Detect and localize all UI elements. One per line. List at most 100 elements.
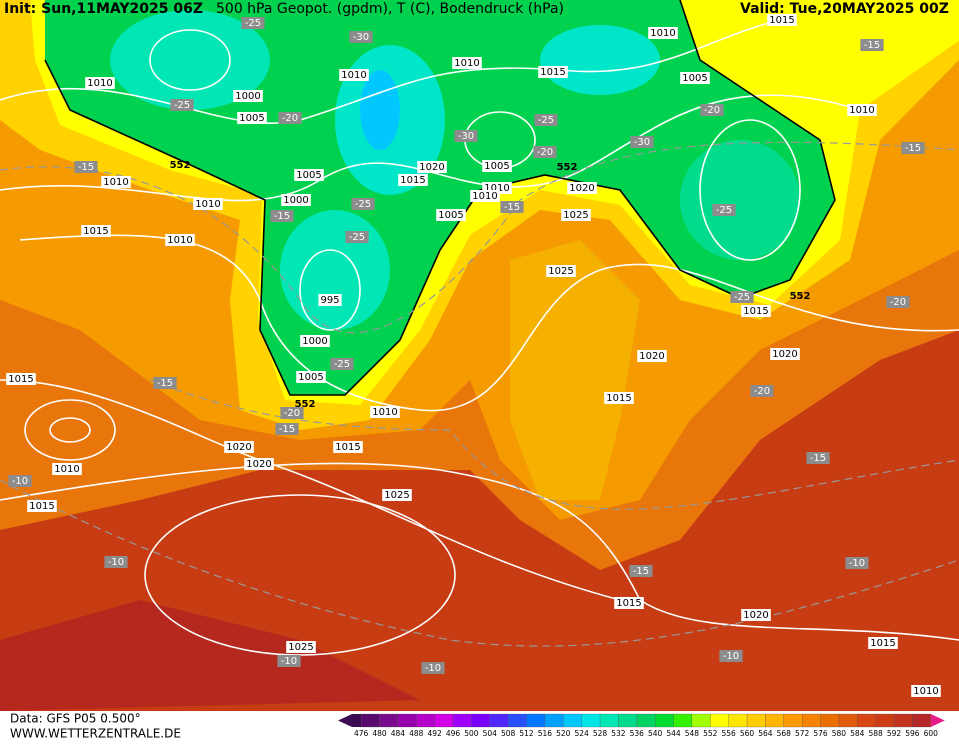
isobar-label-box bbox=[482, 160, 512, 172]
isobar-label: 1010 bbox=[484, 183, 509, 194]
legend-label: 572 bbox=[795, 729, 810, 738]
isobar-label: 1000 bbox=[302, 336, 327, 347]
legend-swatch bbox=[746, 713, 766, 728]
temperature-label: -10 bbox=[281, 656, 297, 667]
temperature-label-box bbox=[901, 142, 925, 154]
isobar-label-box bbox=[382, 489, 412, 501]
legend-swatch bbox=[618, 713, 637, 728]
legend-swatch bbox=[802, 713, 821, 728]
isobar-label-box bbox=[286, 641, 316, 653]
height-label: 552 bbox=[790, 291, 811, 302]
isobar-label: 1015 bbox=[335, 442, 360, 453]
isobar-label-box bbox=[296, 371, 326, 383]
isobar-label-box bbox=[101, 176, 131, 188]
temperature-label-box bbox=[712, 204, 736, 216]
legend-swatch bbox=[489, 713, 509, 728]
cold-core bbox=[360, 70, 400, 150]
temperature-label-box bbox=[270, 210, 294, 222]
legend-label: 492 bbox=[428, 729, 443, 738]
temperature-label: -25 bbox=[716, 205, 732, 216]
legend-label: 560 bbox=[740, 729, 755, 738]
isobar-label-box bbox=[6, 373, 36, 385]
isobar-label: 995 bbox=[320, 295, 339, 306]
temperature-label-box bbox=[275, 423, 299, 435]
temperature-label: -30 bbox=[634, 137, 650, 148]
isobar-label: 1010 bbox=[650, 28, 675, 39]
isobar-label: 1015 bbox=[606, 393, 631, 404]
temperature-label: -10 bbox=[108, 557, 124, 568]
temperature-label: -20 bbox=[282, 113, 298, 124]
isobar bbox=[0, 462, 959, 641]
isobar-label: 1005 bbox=[682, 73, 707, 84]
temperature-label-box bbox=[533, 146, 557, 158]
isobar-label-box bbox=[52, 463, 82, 475]
temperature-label-box bbox=[629, 565, 653, 577]
temperature-label-box bbox=[278, 112, 302, 124]
legend-swatch bbox=[379, 713, 399, 728]
legend-arrow bbox=[338, 714, 352, 727]
legend-swatch bbox=[416, 713, 435, 728]
temperature-label: -15 bbox=[78, 162, 94, 173]
isobar-label-box bbox=[567, 182, 597, 194]
temperature-label: -15 bbox=[504, 202, 520, 213]
temperature-label-box bbox=[351, 198, 375, 210]
isobar-label-box bbox=[770, 348, 800, 360]
isobar-label: 1010 bbox=[54, 464, 79, 475]
isobar-label-box bbox=[546, 265, 576, 277]
legend-label: 480 bbox=[372, 729, 387, 738]
legend-swatch bbox=[471, 713, 490, 728]
isobar-label: 1020 bbox=[569, 183, 594, 194]
legend-swatch bbox=[857, 713, 876, 728]
isobar-label: 1005 bbox=[484, 161, 509, 172]
legend-label: 528 bbox=[593, 729, 608, 738]
temperature-label-box bbox=[8, 475, 32, 487]
isobar-label-box bbox=[868, 637, 898, 649]
isobar-label: 1020 bbox=[226, 442, 251, 453]
isobar-label: 1015 bbox=[29, 501, 54, 512]
legend-label: 488 bbox=[409, 729, 424, 738]
height-label: 552 bbox=[557, 162, 578, 173]
isobar-label: 1015 bbox=[540, 67, 565, 78]
isobar-label-box bbox=[614, 597, 644, 609]
isobar-label: 1025 bbox=[384, 490, 409, 501]
temperature-label: -15 bbox=[274, 211, 290, 222]
isobar-label-box bbox=[680, 72, 710, 84]
temperature-label: -25 bbox=[334, 359, 350, 370]
temperature-label: -15 bbox=[279, 424, 295, 435]
temperature-label: -25 bbox=[174, 100, 190, 111]
temperature-label: -10 bbox=[425, 663, 441, 674]
temperature-label: -25 bbox=[349, 232, 365, 243]
isobar-label-box bbox=[300, 335, 330, 347]
isobar-label-box bbox=[224, 441, 254, 453]
isobar-label-box bbox=[470, 190, 500, 202]
isobar-label: 1025 bbox=[288, 642, 313, 653]
isobar-label: 1015 bbox=[616, 598, 641, 609]
isobar-label: 1010 bbox=[341, 70, 366, 81]
isobar-label: 1000 bbox=[283, 195, 308, 206]
isobar-label-box bbox=[637, 350, 667, 362]
height-label: 552 bbox=[170, 160, 191, 171]
isobar-label-box bbox=[436, 209, 466, 221]
temperature-label-box bbox=[345, 231, 369, 243]
isobar-label: 1010 bbox=[103, 177, 128, 188]
mild-ridge bbox=[510, 240, 640, 500]
legend-swatch bbox=[673, 713, 693, 728]
legend-swatch bbox=[563, 713, 582, 728]
temperature-label-box bbox=[454, 130, 478, 142]
temperature-label-box bbox=[277, 655, 301, 667]
legend-swatch bbox=[875, 713, 895, 728]
legend-label: 556 bbox=[722, 729, 737, 738]
legend-label: 548 bbox=[685, 729, 700, 738]
legend-label: 524 bbox=[575, 729, 590, 738]
temperature-label: -30 bbox=[458, 131, 474, 142]
isobar-label: 1020 bbox=[743, 610, 768, 621]
temperature-label: -15 bbox=[810, 453, 826, 464]
legend-swatch bbox=[361, 713, 380, 728]
contour-552 bbox=[44, 0, 836, 396]
cold-core bbox=[540, 25, 660, 95]
init-time: Init: Sun,11MAY2025 06Z bbox=[4, 1, 203, 17]
isobar-label-box bbox=[911, 685, 941, 697]
isobar bbox=[699, 119, 801, 261]
legend-swatch bbox=[581, 713, 601, 728]
isobar-label-box bbox=[339, 69, 369, 81]
